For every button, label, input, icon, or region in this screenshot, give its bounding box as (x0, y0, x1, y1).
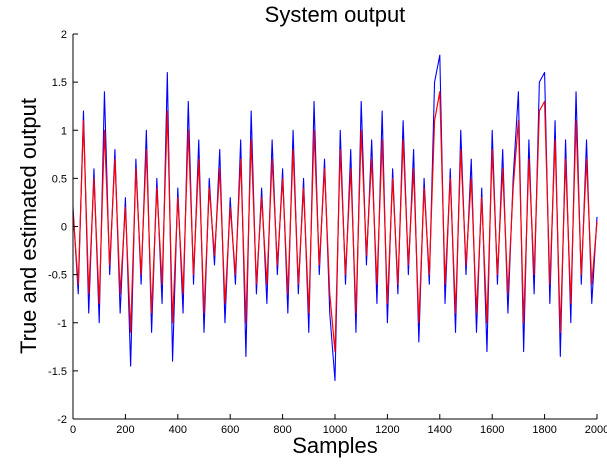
x-tick-label: 2000 (585, 424, 607, 436)
x-tick-label: 1000 (323, 424, 347, 436)
y-tick-label: 1.5 (52, 77, 67, 89)
y-axis-label: True and estimated output (16, 97, 41, 355)
x-tick-label: 400 (169, 424, 187, 436)
y-tick-label: -0.5 (48, 270, 67, 282)
y-tick-label: -2 (57, 414, 67, 426)
x-tick-label: 1600 (480, 424, 504, 436)
x-tick-label: 200 (116, 424, 134, 436)
y-tick-label: 2 (61, 29, 67, 41)
y-tick-label: 0.5 (52, 173, 67, 185)
x-tick-label: 1800 (532, 424, 556, 436)
x-tick-label: 0 (70, 424, 76, 436)
chart-title: System output (264, 2, 406, 27)
y-tick-label: 0 (61, 222, 67, 234)
x-tick-label: 1200 (375, 424, 399, 436)
y-tick-label: 1 (61, 125, 67, 137)
y-tick-label: -1.5 (48, 366, 67, 378)
x-tick-label: 800 (273, 424, 291, 436)
x-axis-label: Samples (292, 433, 378, 458)
x-tick-label: 600 (221, 424, 239, 436)
x-tick-label: 1400 (428, 424, 452, 436)
series-line-1 (72, 91, 598, 353)
y-tick-label: -1 (57, 318, 67, 330)
